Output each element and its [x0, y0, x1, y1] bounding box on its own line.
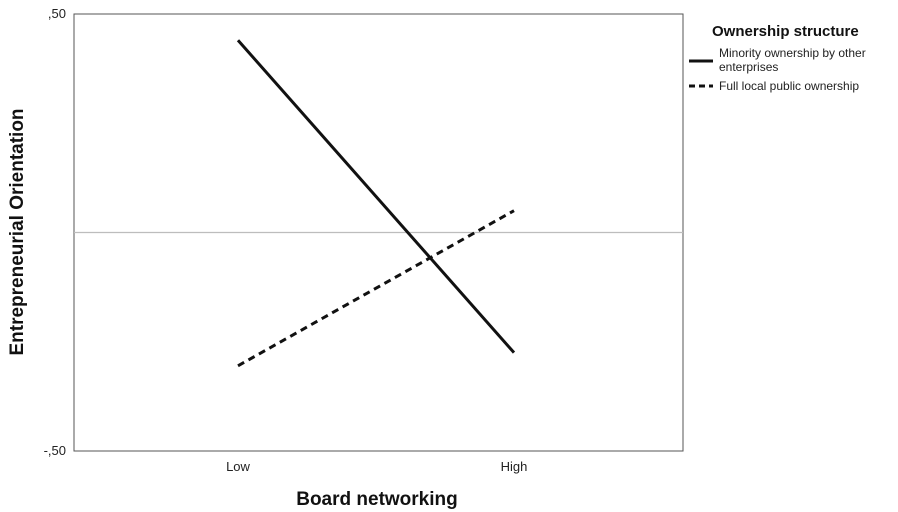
- series-line-1: [237, 209, 515, 368]
- x-tick-label-high: High: [501, 459, 528, 474]
- legend-title: Ownership structure: [712, 23, 859, 40]
- legend-label-full-public: Full local public ownership: [719, 79, 859, 93]
- legend-label-minority: Minority ownership by other enterprises: [719, 46, 869, 74]
- y-tick-label-top: ,50: [48, 6, 66, 21]
- y-axis-title: Entrepreneurial Orientation: [7, 108, 28, 355]
- y-tick-label-bottom: -,50: [44, 443, 66, 458]
- x-tick-label-low: Low: [226, 459, 250, 474]
- series-line-0: [236, 39, 516, 354]
- x-axis-title: Board networking: [296, 489, 458, 510]
- legend: Ownership structure Minority ownership b…: [689, 23, 869, 93]
